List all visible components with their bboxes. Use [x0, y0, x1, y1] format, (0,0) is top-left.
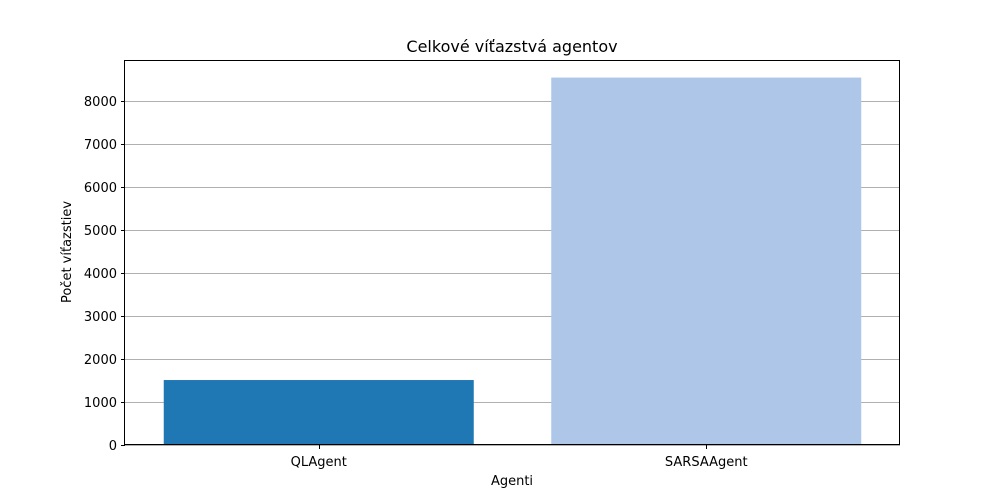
y-tick-label: 4000 — [84, 267, 117, 282]
x-tick-label: SARSAAgent — [665, 455, 748, 470]
plot-frame — [124, 60, 900, 445]
x-axis-label: Agenti — [491, 474, 533, 489]
y-tick-label: 8000 — [84, 95, 117, 110]
bars — [163, 77, 862, 446]
x-axis-ticks: QLAgent SARSAAgent — [291, 445, 748, 470]
y-tick-label: 0 — [109, 439, 117, 454]
x-tick-label: QLAgent — [291, 455, 347, 470]
y-tick-label: 3000 — [84, 310, 117, 325]
y-tick-label: 2000 — [84, 353, 117, 368]
y-tick-label: 6000 — [84, 181, 117, 196]
y-tick-label: 7000 — [84, 138, 117, 153]
y-tick-label: 5000 — [84, 224, 117, 239]
bar-sarsaagent — [551, 77, 862, 446]
bar-qlagent — [163, 380, 474, 445]
chart-title: Celkové víťazstvá agentov — [406, 37, 617, 56]
y-axis-label: Počet víťazstiev — [60, 201, 75, 303]
y-axis-ticks: 0 1000 2000 3000 4000 5000 6000 7000 8000 — [84, 95, 125, 454]
y-tick-label: 1000 — [84, 396, 117, 411]
